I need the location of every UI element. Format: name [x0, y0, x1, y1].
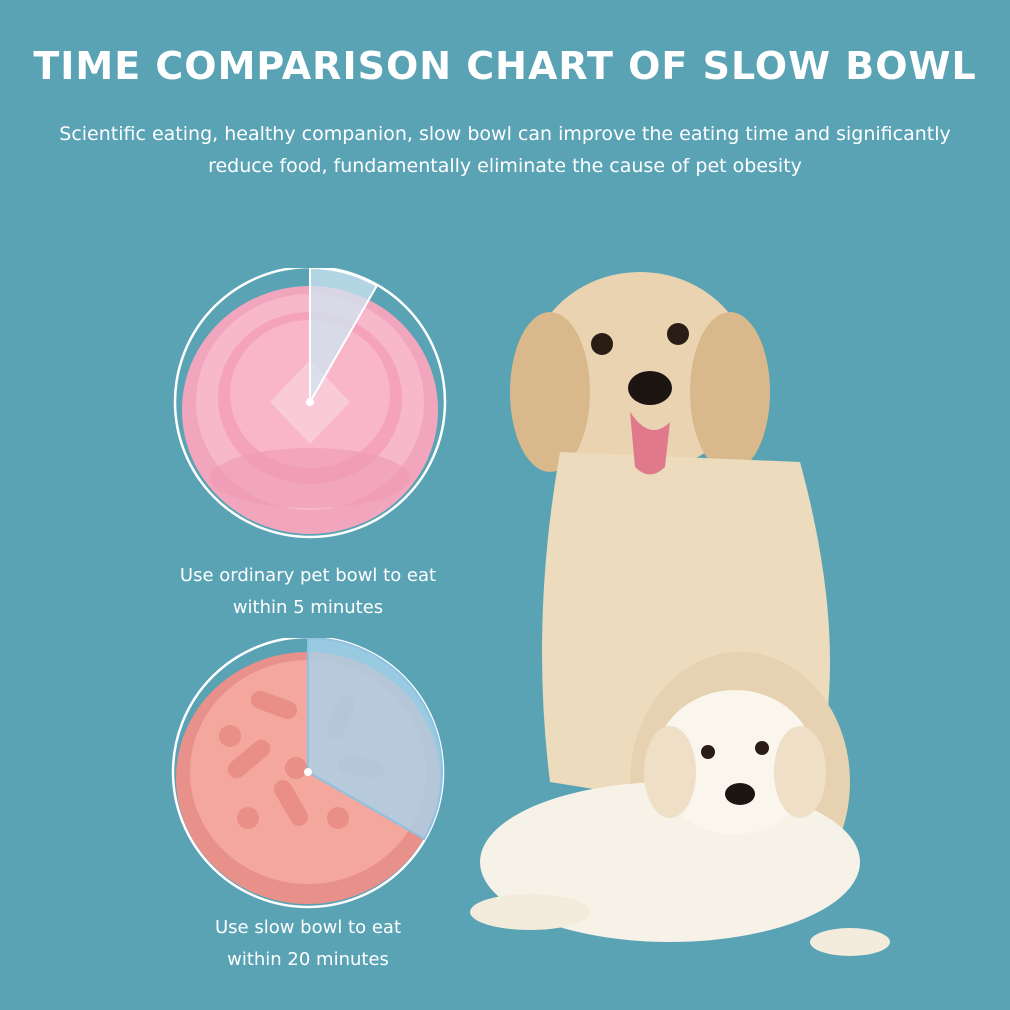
slow-bowl-clock [171, 638, 445, 909]
subtitle-line-1: Scientific eating, healthy companion, sl… [59, 123, 951, 145]
slow-bowl-caption: Use slow bowl to eat within 20 minutes [158, 912, 458, 976]
clock-ring [173, 268, 447, 539]
clock-center-dot [306, 398, 314, 406]
slow-elapsed-sector [307, 638, 443, 841]
dogs-photo [470, 272, 890, 956]
ordinary-bowl-caption: Use ordinary pet bowl to eat within 5 mi… [158, 560, 458, 624]
ordinary-caption-line-1: Use ordinary pet bowl to eat [179, 565, 437, 586]
slow-caption-line-2: within 20 minutes [227, 949, 389, 970]
ordinary-bowl-clock [173, 268, 447, 539]
ordinary-elapsed-sector [309, 268, 379, 406]
page-title: TIME COMPARISON CHART OF SLOW BOWL [33, 44, 977, 88]
slow-caption-line-1: Use slow bowl to eat [214, 917, 402, 938]
clock-center-dot [304, 768, 312, 776]
page-subtitle: Scientific eating, healthy companion, sl… [40, 118, 970, 182]
labrador-puppy-image [470, 690, 890, 956]
subtitle-line-2: reduce food, fundamentally eliminate the… [208, 155, 802, 177]
ordinary-caption-line-2: within 5 minutes [232, 597, 384, 618]
